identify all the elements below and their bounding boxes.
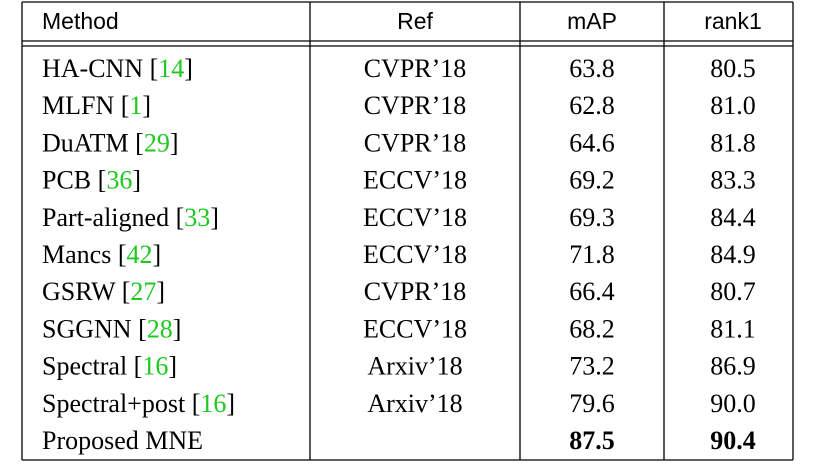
method-cell: SGGNN [28] xyxy=(42,314,181,343)
map-cell: 79.6 xyxy=(569,389,615,418)
method-cell: DuATM [29] xyxy=(42,128,179,157)
header-cell: Ref xyxy=(397,8,433,34)
citation: 33 xyxy=(184,203,210,232)
method-cell: Proposed MNE xyxy=(42,426,203,455)
method-cell: PCB [36] xyxy=(42,166,141,195)
ref-cell: ECCV’18 xyxy=(363,240,467,269)
map-cell: 63.8 xyxy=(569,54,615,83)
method-text: PCB [ xyxy=(42,166,106,195)
rank1-cell: 84.4 xyxy=(710,203,756,232)
method-text: ] xyxy=(173,314,182,343)
method-text: HA-CNN [ xyxy=(42,54,158,83)
map-cell: 87.5 xyxy=(569,426,615,455)
method-text: ] xyxy=(210,203,219,232)
method-text: GSRW [ xyxy=(42,277,130,306)
method-text: ] xyxy=(152,240,161,269)
method-cell: Part-aligned [33] xyxy=(42,203,219,232)
method-cell: HA-CNN [14] xyxy=(42,54,193,83)
map-cell: 64.6 xyxy=(569,128,615,157)
method-cell: Mancs [42] xyxy=(42,240,161,269)
header-cell: rank1 xyxy=(704,8,762,34)
method-text: ] xyxy=(226,389,235,418)
ref-cell: Arxiv’18 xyxy=(367,389,462,418)
ref-cell: CVPR’18 xyxy=(364,128,467,157)
map-cell: 69.2 xyxy=(569,166,615,195)
method-text: ] xyxy=(132,166,141,195)
rank1-cell: 83.3 xyxy=(710,166,756,195)
method-text: Part-aligned [ xyxy=(42,203,184,232)
method-text: Spectral [ xyxy=(42,352,142,381)
rank1-cell: 81.8 xyxy=(710,128,756,157)
ref-cell: CVPR’18 xyxy=(364,54,467,83)
header-cell: Method xyxy=(42,8,119,34)
method-text: ] xyxy=(168,352,177,381)
map-cell: 62.8 xyxy=(569,91,615,120)
citation: 27 xyxy=(130,277,156,306)
rank1-cell: 90.0 xyxy=(710,389,756,418)
citation: 16 xyxy=(200,389,226,418)
ref-cell: ECCV’18 xyxy=(363,314,467,343)
rank1-cell: 80.7 xyxy=(710,277,756,306)
citation: 42 xyxy=(126,240,152,269)
citation: 28 xyxy=(147,314,173,343)
map-cell: 69.3 xyxy=(569,203,615,232)
header-cell: mAP xyxy=(567,8,617,34)
rank1-cell: 80.5 xyxy=(710,54,756,83)
method-text: ] xyxy=(142,91,151,120)
method-text: ] xyxy=(156,277,165,306)
method-text: Proposed MNE xyxy=(42,426,203,455)
method-text: ] xyxy=(184,54,193,83)
method-cell: GSRW [27] xyxy=(42,277,165,306)
method-cell: Spectral+post [16] xyxy=(42,389,235,418)
method-cell: MLFN [1] xyxy=(42,91,151,120)
rank1-cell: 81.1 xyxy=(710,314,756,343)
table-rules xyxy=(21,1,794,461)
rank1-cell: 84.9 xyxy=(710,240,756,269)
citation: 16 xyxy=(142,352,168,381)
map-cell: 73.2 xyxy=(569,352,615,381)
map-cell: 66.4 xyxy=(569,277,615,306)
ref-cell: CVPR’18 xyxy=(364,277,467,306)
citation: 29 xyxy=(144,128,170,157)
citation: 36 xyxy=(106,166,132,195)
method-text: MLFN [ xyxy=(42,91,129,120)
method-text: Mancs [ xyxy=(42,240,126,269)
map-cell: 68.2 xyxy=(569,314,615,343)
rank1-cell: 90.4 xyxy=(710,426,756,455)
method-text: SGGNN [ xyxy=(42,314,147,343)
map-cell: 71.8 xyxy=(569,240,615,269)
method-text: ] xyxy=(170,128,179,157)
rank1-cell: 86.9 xyxy=(710,352,756,381)
citation: 1 xyxy=(129,91,142,120)
ref-cell: Arxiv’18 xyxy=(367,352,462,381)
method-text: Spectral+post [ xyxy=(42,389,200,418)
method-text: DuATM [ xyxy=(42,128,144,157)
citation: 14 xyxy=(158,54,184,83)
rank1-cell: 81.0 xyxy=(710,91,756,120)
ref-cell: CVPR’18 xyxy=(364,91,467,120)
method-cell: Spectral [16] xyxy=(42,352,177,381)
ref-cell: ECCV’18 xyxy=(363,203,467,232)
ref-cell: ECCV’18 xyxy=(363,166,467,195)
